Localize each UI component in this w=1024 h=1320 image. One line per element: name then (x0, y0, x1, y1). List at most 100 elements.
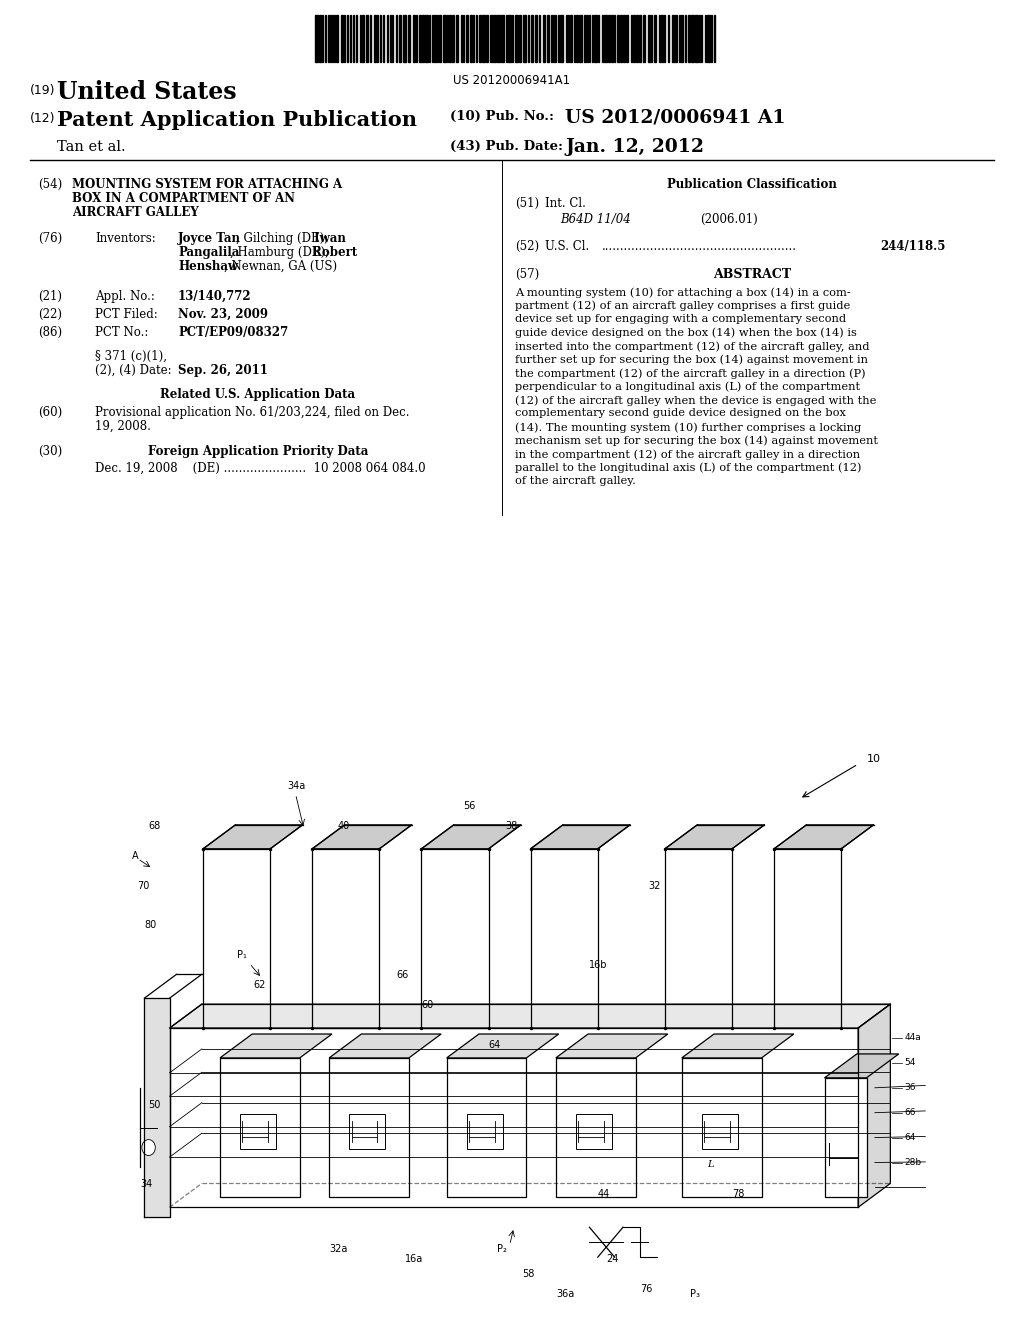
Text: mechanism set up for securing the box (14) against movement: mechanism set up for securing the box (1… (515, 436, 878, 446)
Bar (374, 15, 376, 62)
Text: partment (12) of an aircraft galley comprises a first guide: partment (12) of an aircraft galley comp… (515, 301, 850, 312)
Polygon shape (575, 1114, 611, 1148)
Bar (425, 15, 428, 62)
Text: (57): (57) (515, 268, 540, 281)
Polygon shape (329, 1057, 409, 1197)
Bar (482, 15, 485, 62)
Text: 54: 54 (904, 1059, 915, 1068)
Bar (439, 15, 441, 62)
Bar (452, 15, 454, 62)
Bar (419, 15, 421, 62)
Bar (501, 15, 504, 62)
Bar (675, 15, 677, 62)
Text: Int. Cl.: Int. Cl. (545, 197, 586, 210)
Text: Henshaw: Henshaw (178, 260, 239, 273)
Bar (654, 15, 656, 62)
Bar (413, 15, 415, 62)
Text: (2006.01): (2006.01) (700, 213, 758, 226)
Bar (662, 15, 663, 62)
Text: Pangalila: Pangalila (178, 246, 240, 259)
Bar (543, 15, 545, 62)
Polygon shape (240, 1114, 275, 1148)
Polygon shape (203, 825, 302, 849)
Polygon shape (858, 1005, 890, 1208)
Bar (617, 15, 618, 62)
Text: 34: 34 (140, 1179, 153, 1189)
Polygon shape (312, 825, 412, 849)
Text: 80: 80 (144, 920, 157, 931)
Text: A mounting system (10) for attaching a box (14) in a com-: A mounting system (10) for attaching a b… (515, 286, 851, 297)
Bar (336, 15, 338, 62)
Text: 36: 36 (904, 1084, 915, 1093)
Bar (399, 15, 401, 62)
Text: Sep. 26, 2011: Sep. 26, 2011 (178, 364, 268, 378)
Text: complementary second guide device designed on the box: complementary second guide device design… (515, 408, 846, 418)
Text: United States: United States (57, 81, 237, 104)
Text: the compartment (12) of the aircraft galley in a direction (P): the compartment (12) of the aircraft gal… (515, 368, 865, 379)
Text: A: A (132, 850, 138, 861)
Polygon shape (467, 1114, 503, 1148)
Bar (639, 15, 641, 62)
Text: (22): (22) (38, 308, 62, 321)
Bar (672, 15, 674, 62)
Text: 13/140,772: 13/140,772 (178, 290, 252, 304)
Text: L: L (707, 1160, 714, 1170)
Bar (695, 15, 698, 62)
Text: Nov. 23, 2009: Nov. 23, 2009 (178, 308, 268, 321)
Bar (519, 15, 521, 62)
Bar (688, 15, 690, 62)
Polygon shape (530, 825, 630, 849)
Text: 44: 44 (598, 1189, 610, 1200)
Bar (633, 15, 635, 62)
Bar (579, 15, 582, 62)
Text: 56: 56 (464, 801, 476, 810)
Bar (523, 15, 526, 62)
Text: Foreign Application Priority Data: Foreign Application Priority Data (147, 445, 369, 458)
Polygon shape (329, 1034, 441, 1057)
Text: 50: 50 (148, 1100, 161, 1110)
Text: 16b: 16b (590, 960, 608, 970)
Polygon shape (665, 825, 764, 849)
Bar (560, 15, 563, 62)
Text: 244/118.5: 244/118.5 (880, 240, 945, 253)
Text: 28b: 28b (904, 1158, 922, 1167)
Bar (623, 15, 625, 62)
Text: (14). The mounting system (10) further comprises a locking: (14). The mounting system (10) further c… (515, 422, 861, 433)
Bar (648, 15, 650, 62)
Bar (497, 15, 500, 62)
Polygon shape (220, 1057, 300, 1197)
Polygon shape (422, 825, 521, 849)
Text: (43) Pub. Date:: (43) Pub. Date: (450, 140, 563, 153)
Bar (643, 15, 645, 62)
Text: 16a: 16a (404, 1254, 423, 1265)
Polygon shape (349, 1114, 385, 1148)
Polygon shape (144, 998, 170, 1217)
Bar (594, 15, 597, 62)
Text: 78: 78 (732, 1189, 744, 1200)
Polygon shape (774, 825, 873, 849)
Text: ABSTRACT: ABSTRACT (713, 268, 792, 281)
Text: inserted into the compartment (12) of the aircraft galley, and: inserted into the compartment (12) of th… (515, 341, 869, 351)
Bar (490, 15, 492, 62)
Text: US 2012/0006941 A1: US 2012/0006941 A1 (565, 108, 785, 125)
Bar (570, 15, 572, 62)
Text: 34a: 34a (287, 781, 305, 791)
Bar (422, 15, 424, 62)
Bar (315, 15, 318, 62)
Bar (362, 15, 364, 62)
Polygon shape (824, 1053, 899, 1078)
Bar (449, 15, 451, 62)
Text: 76: 76 (640, 1284, 652, 1294)
Bar (443, 15, 446, 62)
Text: Tan et al.: Tan et al. (57, 140, 126, 154)
Text: PCT No.:: PCT No.: (95, 326, 148, 339)
Text: 58: 58 (522, 1269, 535, 1279)
Text: (60): (60) (38, 407, 62, 418)
Text: U.S. Cl.: U.S. Cl. (545, 240, 589, 253)
Text: perpendicular to a longitudinal axis (L) of the compartment: perpendicular to a longitudinal axis (L)… (515, 381, 860, 392)
Text: Joyce Tan: Joyce Tan (178, 232, 241, 246)
Polygon shape (446, 1057, 526, 1197)
Text: Provisional application No. 61/203,224, filed on Dec.: Provisional application No. 61/203,224, … (95, 407, 410, 418)
Polygon shape (170, 1005, 890, 1028)
Polygon shape (682, 1057, 762, 1197)
